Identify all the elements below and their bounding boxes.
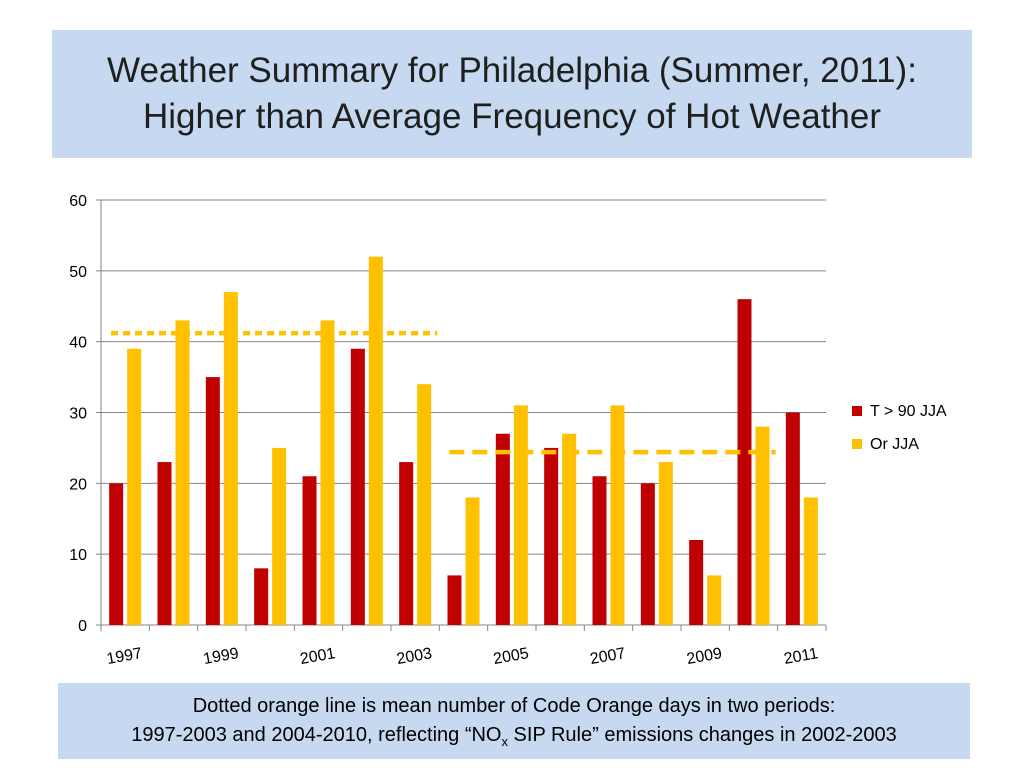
bar-hot-1999 [205, 377, 220, 625]
bar-hot-2009 [689, 540, 704, 625]
y-tick-label: 20 [69, 476, 87, 493]
footnote-subscript: x [501, 734, 509, 749]
bar-orange-2009 [707, 575, 722, 625]
x-tick-label-2009: 2009 [685, 645, 723, 668]
bar-hot-2006 [544, 447, 559, 625]
y-tick-label: 0 [78, 618, 87, 635]
y-tick-label: 50 [69, 264, 87, 281]
x-tick-label-1999: 1999 [202, 645, 240, 668]
x-tick-label-2003: 2003 [395, 645, 433, 668]
bar-orange-2000 [272, 447, 287, 625]
bar-hot-2002 [350, 348, 365, 625]
bar-hot-2003 [399, 462, 414, 625]
y-tick-label: 30 [69, 406, 87, 423]
legend-label-2: Or JJA [870, 436, 919, 453]
bar-hot-2005 [495, 433, 510, 625]
y-tick-label: 40 [69, 335, 87, 352]
bar-hot-2004 [447, 575, 462, 625]
bar-hot-2000 [254, 568, 269, 625]
x-tick-label-2011: 2011 [783, 645, 820, 668]
bar-orange-2002 [368, 256, 383, 625]
bar-orange-2003 [417, 384, 432, 625]
footnote-line-2: 1997-2003 and 2004-2010, reflecting “NOx… [131, 721, 897, 750]
x-tick-label-1997: 1997 [105, 645, 143, 668]
bar-orange-1998 [175, 320, 190, 625]
y-tick-label: 10 [69, 547, 87, 564]
bar-orange-1999 [223, 292, 238, 625]
bar-chart: 0 10 20 30 40 50 60 1997 1999 2001 2003 2005 2007 200… [69, 193, 947, 668]
bar-orange-2006 [562, 433, 577, 625]
legend-label-1: T > 90 JJA [870, 403, 947, 420]
bar-orange-2008 [658, 462, 673, 625]
legend-swatch-1 [852, 406, 862, 416]
bar-hot-2010 [737, 299, 752, 625]
x-tick-label-2007: 2007 [589, 645, 627, 668]
bar-orange-2005 [513, 405, 528, 625]
title-banner: Weather Summary for Philadelphia (Summer… [52, 30, 972, 158]
x-tick-label-2001: 2001 [299, 645, 337, 668]
bar-orange-2007 [610, 405, 625, 625]
bar-hot-2001 [302, 476, 317, 625]
bar-orange-2004 [465, 497, 480, 625]
bar-orange-2001 [320, 320, 335, 625]
bar-hot-1998 [157, 462, 172, 625]
bar-orange-1997 [127, 348, 142, 625]
chart-title-line-2: Higher than Average Frequency of Hot Wea… [142, 97, 882, 136]
footnote-line-1: Dotted orange line is mean number of Cod… [192, 695, 836, 717]
chart-title-line-1: Weather Summary for Philadelphia (Summer… [107, 51, 917, 90]
bar-hot-2007 [592, 476, 607, 625]
bar-hot-2011 [785, 412, 800, 625]
bar-hot-1997 [109, 483, 124, 625]
legend-swatch-2 [852, 439, 862, 449]
bar-orange-2011 [803, 497, 818, 625]
footnote-text-b: SIP Rule” emissions changes in 2002-2003 [508, 724, 897, 746]
footnote-text-a: 1997-2003 and 2004-2010, reflecting “NO [131, 724, 502, 746]
footnote-box: Dotted orange line is mean number of Cod… [58, 683, 970, 759]
y-tick-label: 60 [69, 193, 87, 210]
bar-hot-2008 [640, 483, 655, 625]
x-tick-label-2005: 2005 [492, 645, 530, 668]
bar-orange-2010 [755, 426, 770, 625]
